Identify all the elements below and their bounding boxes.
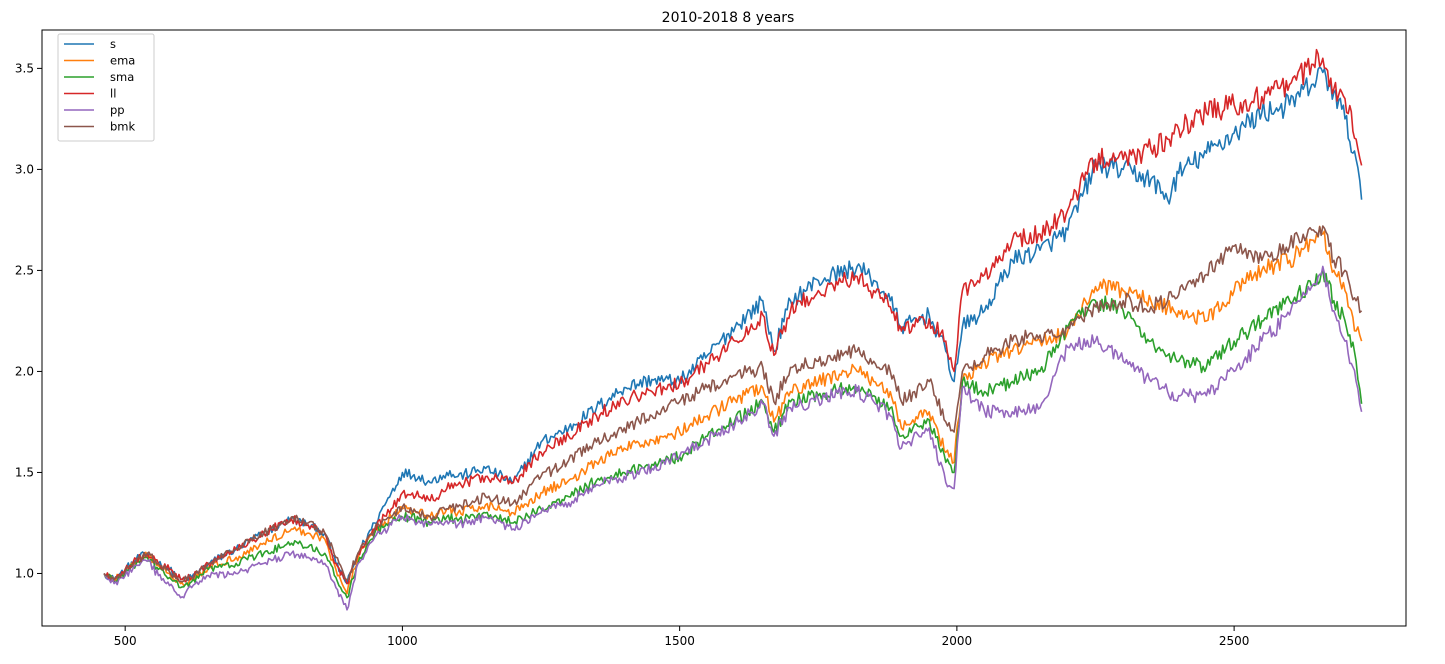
legend-label-bmk: bmk [110, 120, 136, 134]
legend-box [57, 33, 155, 142]
y-tick-label: 3.5 [15, 61, 34, 75]
y-axis: 1.0 1.5 2.0 2.5 3.0 3.5 [15, 61, 42, 580]
y-tick-label: 1.0 [15, 566, 34, 580]
legend-label-pp: pp [110, 103, 125, 117]
y-tick-label: 3.0 [15, 162, 34, 176]
y-tick-label: 2.0 [15, 364, 34, 378]
x-tick-label: 2500 [1219, 634, 1250, 648]
x-axis: 500 1000 1500 2000 2500 [114, 626, 1250, 648]
series-line-ll [103, 48, 1363, 585]
legend-label-ll: ll [110, 87, 116, 101]
series-line-s [103, 66, 1363, 585]
series-line-sma [103, 269, 1363, 599]
x-tick-label: 1500 [664, 634, 695, 648]
y-tick-label: 2.5 [15, 263, 34, 277]
series-lines [103, 48, 1363, 611]
series-line-pp [103, 265, 1363, 611]
plot-area [41, 29, 1407, 627]
chart-title: 2010-2018 8 years [662, 10, 795, 26]
legend-label-sma: sma [110, 70, 134, 84]
series-line-ema [103, 225, 1363, 595]
x-tick-label: 1000 [387, 634, 418, 648]
legend: s ema sma ll pp bmk [57, 33, 155, 142]
series-line-bmk [103, 225, 1363, 583]
legend-label-s: s [110, 37, 116, 51]
y-tick-label: 1.5 [15, 465, 34, 479]
x-tick-label: 2000 [942, 634, 973, 648]
x-tick-label: 500 [114, 634, 137, 648]
legend-label-ema: ema [110, 54, 135, 68]
